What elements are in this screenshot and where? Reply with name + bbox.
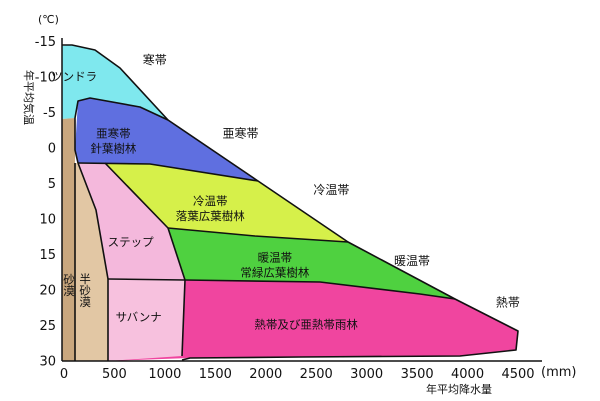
boundary-semi-desert (77, 162, 109, 361)
y-tick-label: -10 (35, 71, 56, 86)
x-tick-label: 2500 (300, 367, 333, 382)
warm-temperate-region (168, 228, 455, 299)
boundary-cool-warm (167, 227, 349, 243)
x-tick-label: 0 (60, 367, 68, 382)
boundary-steppe-savanna (107, 278, 186, 281)
semi-desert-region (75, 163, 108, 361)
steppe-region (78, 163, 185, 280)
y-tick-label: 0 (48, 142, 56, 157)
y-tick-label: -5 (43, 106, 56, 121)
y-tick-label: 5 (48, 177, 56, 192)
climate-zone-label: 暖温帯 (394, 254, 430, 268)
boundary-warm-tropical (184, 279, 456, 300)
biome-label-line2: 落葉広葉樹林 (176, 209, 245, 223)
boundary-subarctic-cool (77, 162, 259, 182)
biome-label: サバンナ (116, 310, 162, 324)
y-tick-label: 15 (39, 248, 56, 263)
biome-labels: ツンドラ亜寒帯針葉樹林冷温帯落葉広葉樹林暖温帯常緑広葉樹林熱帯及び亜熱帯雨林ステ… (51, 70, 358, 332)
y-tick-labels: -15 -10 -5 0 5 10 15 20 25 30 (35, 35, 56, 370)
climate-zone-label: 熱帯 (496, 295, 520, 309)
x-tick-label: 4000 (451, 367, 484, 382)
biome-label: ツンドラ (51, 70, 97, 84)
biome-label: 亜寒帯 (96, 126, 131, 140)
biome-label: 冷温帯 (193, 194, 228, 208)
biome-regions (62, 45, 518, 361)
x-tick-label: 500 (102, 367, 127, 382)
biome-label: ステップ (108, 235, 154, 249)
desert-region (62, 118, 75, 361)
tropical-rainforest-region (108, 279, 518, 361)
savanna-region (108, 279, 185, 361)
climate-zone-label: 冷温帯 (313, 183, 349, 197)
y-tick-label: -15 (35, 35, 56, 50)
x-tick-label: 1000 (148, 367, 181, 382)
x-tick-label: 3000 (350, 367, 383, 382)
y-axis-title: 年平均気温 (22, 70, 36, 125)
x-tick-label: 3500 (401, 367, 434, 382)
biome-label: 暖温帯 (258, 251, 293, 265)
biome-label: 半砂漠 (78, 272, 92, 307)
subarctic-region (75, 98, 258, 181)
boundary-tundra-subarctic (74, 97, 169, 164)
x-tick-label: 4500 (501, 367, 534, 382)
tundra-region (62, 45, 168, 120)
climate-zone-label: 寒帯 (143, 52, 167, 67)
desert-label: 砂漠 (62, 274, 76, 297)
climate-zone-label: 亜寒帯 (223, 125, 259, 140)
cool-temperate-region (105, 163, 348, 242)
y-tick-label: 20 (39, 284, 56, 299)
x-axis-title: 年平均降水量 (426, 382, 492, 396)
x-unit-label: (mm) (541, 365, 576, 380)
boundary-lines (62, 44, 519, 361)
boundary-steppe-forest (104, 162, 186, 357)
biome-label-line2: 常緑広葉樹林 (240, 266, 309, 280)
x-tick-label: 2000 (249, 367, 282, 382)
y-tick-label: 10 (39, 213, 56, 228)
biome-label-line2: 針葉樹林 (90, 141, 136, 155)
y-tick-label: 30 (39, 355, 56, 370)
outer-boundary (62, 44, 519, 361)
x-tick-labels: 0 500 1000 1500 2000 2500 3000 3500 4000 4500 (60, 367, 535, 382)
y-tick-label: 25 (39, 319, 56, 334)
y-unit-label: (℃) (38, 13, 59, 26)
biome-label: 熱帯及び亜熱帯雨林 (254, 317, 358, 331)
axes (61, 38, 542, 362)
x-tick-label: 1500 (199, 367, 232, 382)
